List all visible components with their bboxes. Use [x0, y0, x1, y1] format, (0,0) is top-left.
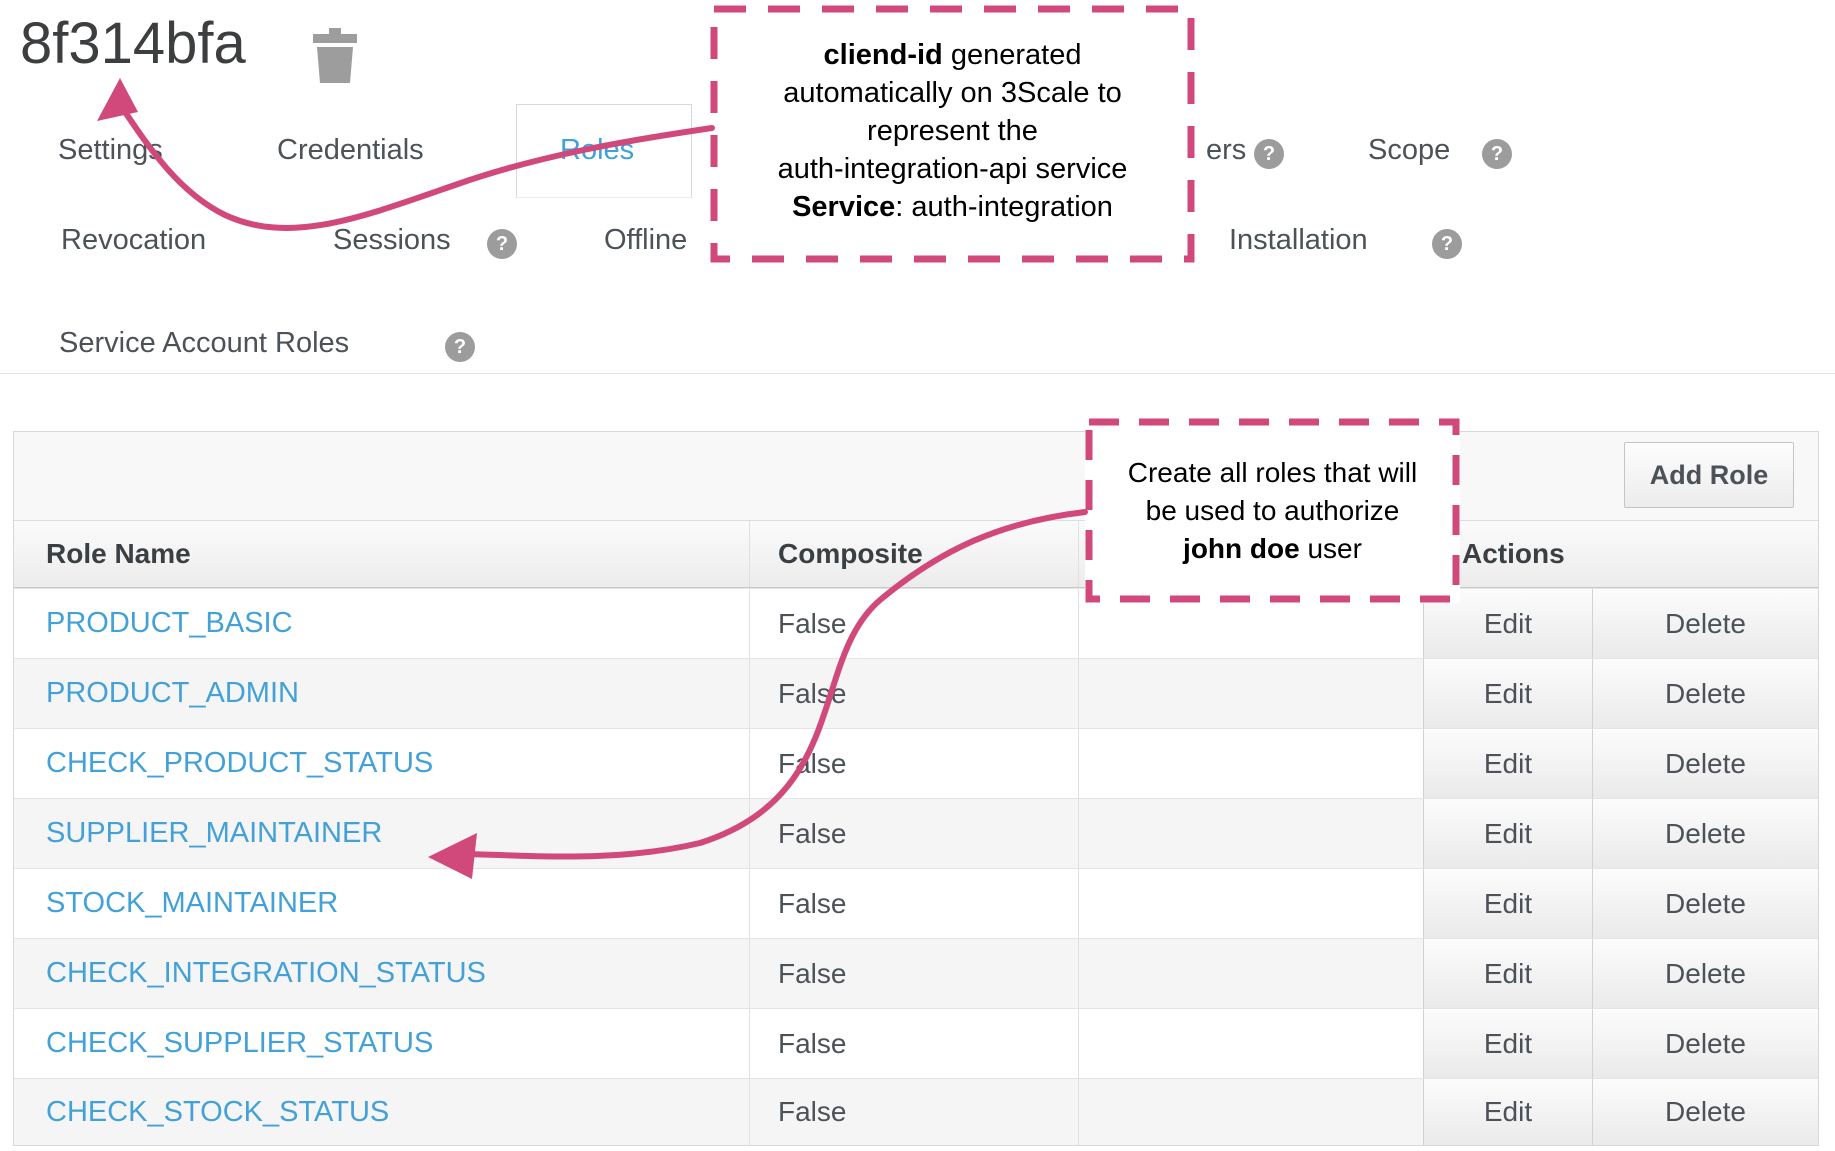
composite-cell: False: [749, 1079, 1078, 1145]
add-role-button[interactable]: Add Role: [1624, 442, 1794, 508]
edit-button[interactable]: Edit: [1423, 939, 1592, 1008]
delete-button[interactable]: Delete: [1592, 1009, 1818, 1078]
description-cell: [1078, 1009, 1423, 1078]
delete-client-button[interactable]: [312, 28, 358, 84]
role-name-link[interactable]: CHECK_SUPPLIER_STATUS: [46, 1027, 434, 1059]
annotation-text: cliend-id generated automatically on 3Sc…: [777, 39, 1128, 223]
composite-cell: False: [749, 869, 1078, 938]
annotation-callout-client-id: cliend-id generated automatically on 3Sc…: [710, 5, 1195, 263]
tab-partial-ers[interactable]: ers: [1206, 134, 1247, 166]
table-row: CHECK_PRODUCT_STATUS False Edit Delete: [14, 728, 1818, 798]
tab-settings[interactable]: Settings: [58, 134, 163, 166]
table-row: PRODUCT_BASIC False Edit Delete: [14, 588, 1818, 658]
tab-offline[interactable]: Offline: [604, 224, 688, 256]
roles-table: Add Role Role Name Composite Actions PRO…: [13, 431, 1819, 1146]
table-toolbar: Add Role: [14, 432, 1818, 521]
table-row: CHECK_STOCK_STATUS False Edit Delete: [14, 1078, 1818, 1145]
composite-cell: False: [749, 729, 1078, 798]
table-row: PRODUCT_ADMIN False Edit Delete: [14, 658, 1818, 728]
delete-button[interactable]: Delete: [1592, 799, 1818, 868]
help-icon[interactable]: ?: [1254, 139, 1284, 169]
description-cell: [1078, 799, 1423, 868]
composite-cell: False: [749, 939, 1078, 1008]
edit-button[interactable]: Edit: [1423, 729, 1592, 798]
tab-sessions[interactable]: Sessions: [333, 224, 451, 256]
annotation-text: Create all roles that will be used to au…: [1127, 457, 1418, 564]
role-name-link[interactable]: CHECK_INTEGRATION_STATUS: [46, 957, 486, 989]
help-icon[interactable]: ?: [1432, 229, 1462, 259]
description-cell: [1078, 939, 1423, 1008]
tab-credentials[interactable]: Credentials: [277, 134, 424, 166]
delete-button[interactable]: Delete: [1592, 869, 1818, 938]
description-cell: [1078, 869, 1423, 938]
table-row: CHECK_SUPPLIER_STATUS False Edit Delete: [14, 1008, 1818, 1078]
delete-button[interactable]: Delete: [1592, 939, 1818, 1008]
table-row: STOCK_MAINTAINER False Edit Delete: [14, 868, 1818, 938]
delete-button[interactable]: Delete: [1592, 729, 1818, 798]
description-cell: [1078, 729, 1423, 798]
trash-icon: [312, 28, 358, 87]
tab-service-account-roles[interactable]: Service Account Roles: [59, 327, 350, 359]
role-name-link[interactable]: CHECK_STOCK_STATUS: [46, 1095, 390, 1128]
delete-button[interactable]: Delete: [1592, 589, 1818, 658]
help-icon[interactable]: ?: [445, 332, 475, 362]
annotation-callout-create-roles: Create all roles that will be used to au…: [1085, 418, 1460, 603]
edit-button[interactable]: Edit: [1423, 1079, 1592, 1145]
delete-button[interactable]: Delete: [1592, 659, 1818, 728]
edit-button[interactable]: Edit: [1423, 659, 1592, 728]
column-header-actions: Actions: [1423, 521, 1818, 587]
tab-roles[interactable]: Roles: [560, 134, 635, 166]
tab-installation[interactable]: Installation: [1229, 224, 1368, 256]
description-cell: [1078, 1079, 1423, 1145]
role-name-link[interactable]: SUPPLIER_MAINTAINER: [46, 817, 383, 849]
table-header-row: Role Name Composite Actions: [14, 521, 1818, 588]
role-name-link[interactable]: STOCK_MAINTAINER: [46, 887, 339, 919]
page-title: 8f314bfa: [20, 11, 246, 76]
section-divider: [0, 373, 1835, 374]
role-name-link[interactable]: PRODUCT_ADMIN: [46, 677, 299, 709]
role-name-link[interactable]: CHECK_PRODUCT_STATUS: [46, 747, 434, 779]
help-icon[interactable]: ?: [487, 229, 517, 259]
role-name-link[interactable]: PRODUCT_BASIC: [46, 607, 293, 639]
composite-cell: False: [749, 589, 1078, 658]
table-row: SUPPLIER_MAINTAINER False Edit Delete: [14, 798, 1818, 868]
edit-button[interactable]: Edit: [1423, 799, 1592, 868]
edit-button[interactable]: Edit: [1423, 1009, 1592, 1078]
tab-scope[interactable]: Scope: [1368, 134, 1451, 166]
composite-cell: False: [749, 1009, 1078, 1078]
delete-button[interactable]: Delete: [1592, 1079, 1818, 1145]
column-header-composite: Composite: [749, 521, 1078, 587]
composite-cell: False: [749, 799, 1078, 868]
help-icon[interactable]: ?: [1482, 139, 1512, 169]
column-header-role-name: Role Name: [46, 538, 191, 569]
composite-cell: False: [749, 659, 1078, 728]
tab-revocation[interactable]: Revocation: [61, 224, 207, 256]
table-row: CHECK_INTEGRATION_STATUS False Edit Dele…: [14, 938, 1818, 1008]
edit-button[interactable]: Edit: [1423, 869, 1592, 938]
description-cell: [1078, 659, 1423, 728]
